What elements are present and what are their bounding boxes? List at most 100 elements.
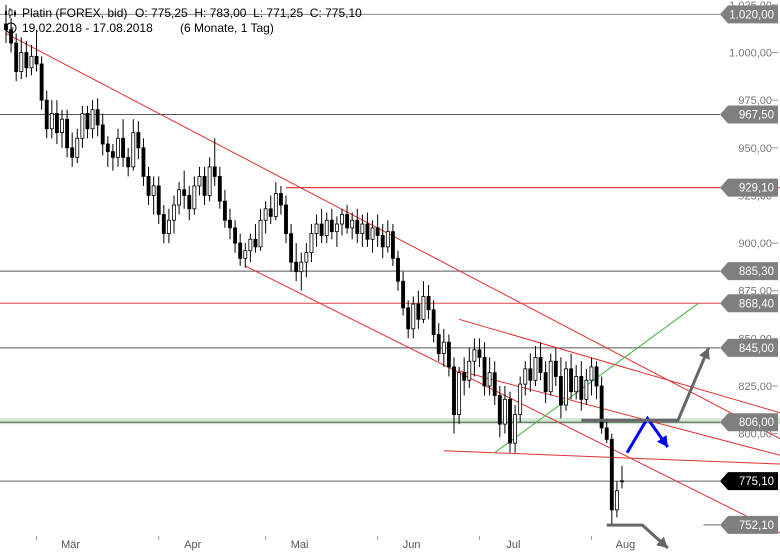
candle-body	[19, 52, 24, 72]
candle-body	[9, 29, 14, 44]
candle-body	[126, 156, 131, 168]
candle-body	[172, 204, 176, 221]
candle-body	[49, 113, 54, 130]
candle-body	[105, 143, 110, 153]
candle-body	[446, 341, 451, 368]
candle-body	[614, 490, 619, 511]
candle-body	[39, 63, 44, 101]
candle-body	[278, 193, 283, 206]
candle-body	[574, 376, 579, 393]
y-tick-label: 950,00	[738, 143, 772, 155]
candle-body	[80, 113, 85, 139]
projection-arrowhead	[699, 347, 710, 360]
candle-body	[34, 55, 39, 65]
candle-body	[294, 261, 299, 273]
candle-body	[75, 137, 80, 158]
candle-body	[350, 219, 355, 229]
price-tag[interactable]	[720, 262, 778, 281]
price-tag[interactable]	[720, 178, 778, 197]
candle-body	[543, 372, 548, 393]
candle-body	[528, 368, 533, 381]
candle-body	[136, 132, 141, 149]
candle-body	[85, 113, 90, 130]
price-tag-label: 929,10	[739, 183, 774, 195]
trend-line	[245, 265, 780, 534]
candle-body	[273, 193, 278, 217]
price-tag-label: 1.020,00	[729, 9, 774, 21]
clock-icon	[5, 22, 17, 34]
candle-body	[502, 398, 507, 425]
candle-body	[14, 42, 19, 72]
candle-body	[233, 227, 238, 244]
candle-body	[385, 231, 390, 248]
candle-body	[426, 296, 431, 311]
candle-body	[222, 200, 227, 221]
chart-type-icon[interactable]	[5, 8, 16, 18]
price-tag-label: 775,10	[739, 476, 774, 488]
candle-body	[477, 349, 482, 358]
price-tag-label: 752,10	[739, 520, 774, 532]
candle-body	[584, 379, 589, 400]
chart-title: Platin (FOREX, bid)	[22, 6, 127, 20]
trend-line	[458, 318, 780, 414]
price-tag[interactable]	[720, 413, 778, 432]
candle-body	[197, 175, 202, 187]
x-tick-label: Jul	[506, 539, 520, 551]
candle-body	[355, 219, 360, 234]
trend-line	[458, 370, 780, 456]
projection-arrowhead	[656, 536, 668, 548]
candle-body	[431, 309, 436, 335]
candle-body	[212, 166, 217, 177]
price-tag[interactable]	[720, 5, 778, 24]
x-tick-label: Apr	[184, 539, 201, 551]
price-tag[interactable]	[720, 105, 778, 124]
candle-body	[329, 219, 334, 233]
candle-body	[121, 137, 126, 158]
candle-body	[258, 219, 263, 248]
candle-body	[548, 360, 553, 393]
candle-body	[497, 395, 502, 425]
candle-body	[156, 185, 161, 215]
candle-body	[314, 223, 319, 234]
candle-body	[243, 250, 248, 259]
candle-body	[100, 124, 105, 145]
candle-body	[70, 147, 75, 158]
candle-body	[238, 242, 243, 259]
candle-body	[228, 219, 232, 229]
candle-body	[161, 214, 166, 234]
candle-body	[131, 132, 136, 168]
candle-body	[207, 166, 212, 196]
candle-body	[487, 372, 492, 387]
candle-body	[462, 372, 467, 381]
candle-body	[416, 303, 421, 320]
candle-body	[472, 349, 477, 362]
candle-body	[151, 185, 156, 196]
price-tag-label: 967,50	[739, 109, 774, 121]
price-tag[interactable]	[720, 472, 778, 491]
projection-path	[581, 347, 710, 422]
candle-body	[457, 372, 462, 415]
candle-body	[564, 368, 568, 406]
candle-body	[54, 113, 59, 133]
candle-body	[284, 204, 288, 234]
candle-body	[589, 366, 594, 381]
projection-path	[625, 415, 670, 454]
x-tick-label: Mär	[61, 539, 80, 551]
price-tag[interactable]	[720, 294, 778, 313]
candle-body	[166, 219, 171, 234]
candle-body	[289, 233, 294, 263]
price-tag[interactable]	[720, 515, 778, 534]
candle-body	[508, 398, 512, 444]
candle-body	[29, 55, 34, 69]
candle-body	[533, 357, 538, 381]
candle-body	[390, 231, 395, 259]
candle-body	[44, 99, 49, 130]
candle-body	[110, 151, 115, 158]
candle-body	[309, 233, 314, 254]
y-tick-label: 900,00	[738, 238, 772, 250]
candle-body	[370, 227, 375, 240]
price-tag[interactable]	[720, 338, 778, 357]
candle-body	[396, 257, 400, 282]
candle-body	[406, 307, 411, 330]
